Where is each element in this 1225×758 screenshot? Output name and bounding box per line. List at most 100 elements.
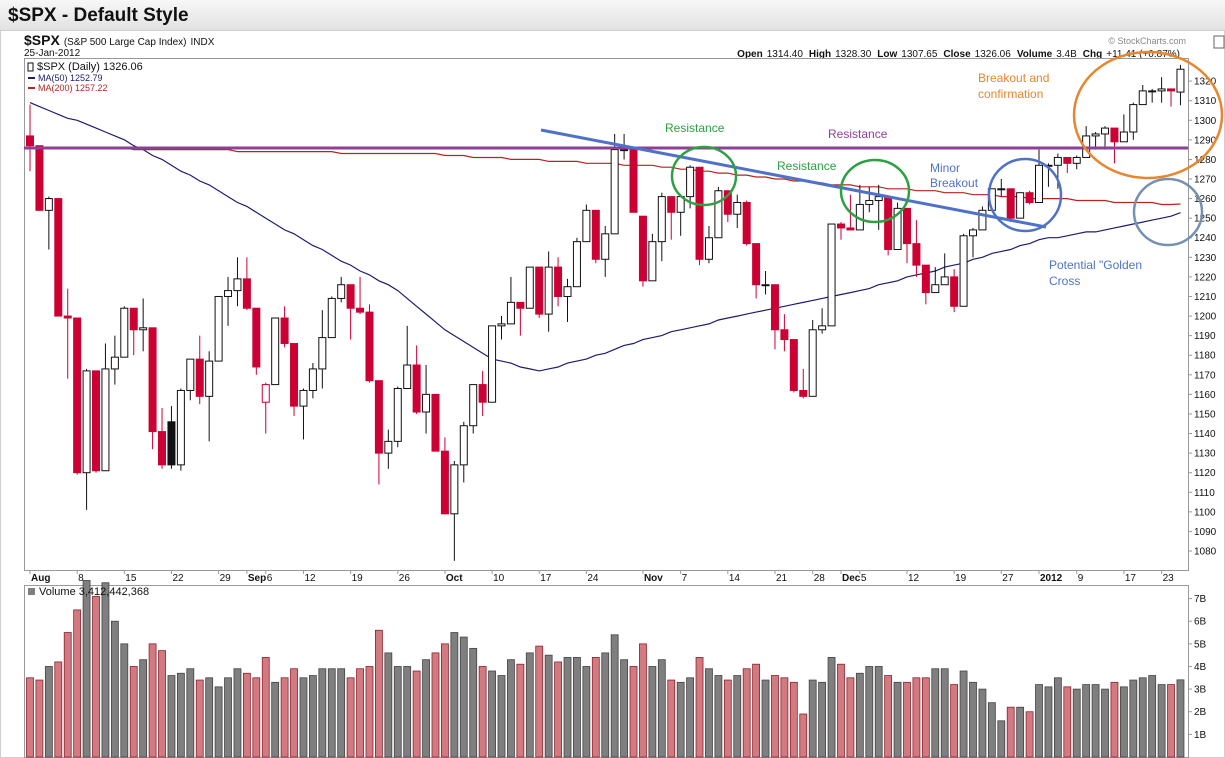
- volume-bar: [723, 679, 732, 758]
- candle-body: [440, 450, 449, 515]
- volume-bar: [176, 672, 185, 758]
- candle-body: [469, 384, 478, 427]
- volume-bar: [422, 659, 430, 758]
- x-tick-label: 28: [814, 573, 826, 584]
- volume-bar: [752, 663, 761, 758]
- candle-body: [318, 337, 327, 370]
- y-tick-label: 1260: [1194, 194, 1217, 205]
- annotation: Resistance: [777, 159, 837, 173]
- quote-value: 3.4B: [1056, 49, 1077, 60]
- candle-body: [1138, 90, 1147, 106]
- volume-bar: [1016, 706, 1025, 758]
- volume-bar: [403, 666, 412, 758]
- candle-body: [827, 223, 836, 327]
- candle-body: [752, 243, 761, 286]
- volume-bar: [1006, 706, 1015, 758]
- quote-line: Open 1314.40 High 1328.30 Low 1307.65 Close 132…: [737, 49, 1180, 60]
- volume-bar: [893, 681, 902, 758]
- quote-label: High: [809, 49, 831, 60]
- candle-body: [657, 196, 666, 243]
- volume-bar: [987, 702, 996, 758]
- x-tick-label: 12: [908, 573, 920, 584]
- candle-body: [1148, 90, 1157, 93]
- candle-body: [327, 297, 336, 339]
- volume-bar: [997, 720, 1006, 758]
- volume-bar: [544, 654, 553, 758]
- volume-bar: [733, 675, 742, 758]
- volume-bar: [478, 666, 487, 758]
- x-tick-label: 26: [399, 573, 411, 584]
- candle-body: [1035, 164, 1044, 203]
- volume-bar: [1035, 684, 1043, 758]
- candle-body: [572, 241, 581, 288]
- volume-bar: [35, 679, 44, 758]
- candle-body: [978, 209, 987, 231]
- volume-bar: [120, 643, 129, 758]
- volume-bar: [356, 668, 364, 758]
- y-tick-label: 1080: [1194, 547, 1217, 558]
- volume-bar: [346, 677, 355, 758]
- volume-bar: [535, 645, 544, 758]
- volume-bar: [271, 681, 280, 758]
- candle-body: [582, 209, 591, 243]
- candle-body: [271, 317, 280, 386]
- volume-legend: Volume 3,412,442,368: [39, 586, 149, 598]
- x-tick-label: 23: [1163, 573, 1175, 584]
- x-tick-label: Dec: [842, 573, 861, 584]
- quote-value: 1307.65: [901, 49, 938, 60]
- x-tick-label: 5: [861, 573, 867, 584]
- volume-bar: [1091, 684, 1100, 758]
- quote-value: 1328.30: [835, 49, 872, 60]
- candle-body: [902, 207, 911, 245]
- volume-bar: [969, 681, 977, 758]
- x-tick-label: 14: [729, 573, 741, 584]
- y-tick-label: 1190: [1194, 331, 1216, 342]
- x-tick-label: 24: [587, 573, 599, 584]
- candle-body: [35, 145, 44, 211]
- volume-bar: [1044, 686, 1053, 758]
- volume-bar: [82, 580, 91, 758]
- candle-body: [374, 380, 383, 454]
- quote-value: 1314.40: [767, 49, 804, 60]
- volume-bar: [308, 675, 317, 758]
- volume-bar: [714, 675, 723, 758]
- candle-body: [818, 325, 827, 331]
- volume-bar: [563, 657, 572, 758]
- x-tick-label: 2012: [1040, 573, 1063, 584]
- volume-bar: [441, 643, 449, 758]
- candle-body: [950, 276, 959, 307]
- volume-bar: [1063, 686, 1072, 758]
- candle-body: [1176, 68, 1185, 93]
- candle-body: [233, 278, 242, 292]
- candle-body: [186, 358, 195, 391]
- title-bar: [0, 0, 1225, 30]
- candle-body: [44, 198, 53, 211]
- symbol: $SPX: [24, 32, 60, 48]
- annotation-line: Breakout and: [978, 71, 1049, 85]
- volume-tick-label: 6B: [1194, 617, 1207, 628]
- quote-label: Low: [877, 49, 897, 60]
- toolbar-icon[interactable]: [1213, 35, 1225, 49]
- volume-bar: [582, 666, 591, 758]
- x-tick-label: 8: [78, 573, 84, 584]
- candle-body: [1006, 188, 1015, 219]
- candle-body: [770, 284, 779, 331]
- x-tick-label: Sep: [248, 573, 266, 584]
- volume-bar: [1176, 679, 1185, 758]
- volume-bar: [44, 666, 53, 758]
- volume-bar: [648, 666, 657, 758]
- volume-bar: [837, 663, 845, 758]
- candle-body: [252, 307, 261, 368]
- y-tick-label: 1110: [1194, 488, 1215, 499]
- y-tick-label: 1280: [1194, 155, 1217, 166]
- volume-bar: [167, 675, 176, 758]
- x-tick-label: 12: [304, 573, 316, 584]
- volume-bar: [846, 677, 855, 758]
- candle-body: [997, 188, 1006, 191]
- legend-price: $SPX (Daily) 1326.06: [37, 61, 143, 73]
- volume-bar: [950, 684, 959, 758]
- candle-body: [525, 266, 534, 309]
- annotation-line: Potential "Golden: [1049, 258, 1142, 272]
- annotation: Minor Breakout: [930, 161, 979, 190]
- volume-bar: [1148, 675, 1157, 758]
